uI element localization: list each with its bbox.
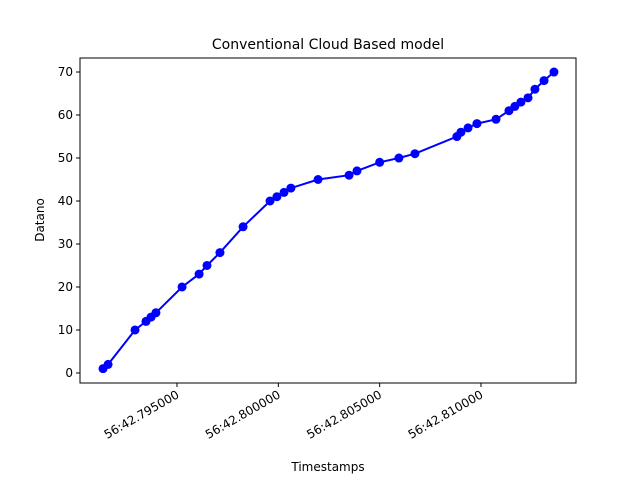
marker — [344, 170, 354, 180]
y-tick-label: 40 — [58, 194, 73, 208]
marker — [375, 157, 385, 167]
marker — [352, 166, 362, 176]
marker — [523, 93, 533, 103]
marker — [394, 153, 404, 163]
marker — [265, 196, 275, 206]
x-axis-label: Timestamps — [290, 460, 364, 474]
y-tick-label: 60 — [58, 108, 73, 122]
marker — [530, 84, 540, 94]
marker — [456, 127, 466, 137]
marker — [491, 114, 501, 124]
marker — [279, 187, 289, 197]
marker — [215, 248, 225, 258]
y-axis-label: Datano — [33, 198, 47, 242]
marker — [177, 282, 187, 292]
marker — [151, 308, 161, 318]
y-tick-label: 70 — [58, 65, 73, 79]
y-tick-label: 30 — [58, 237, 73, 251]
y-tick-label: 0 — [65, 366, 73, 380]
marker — [516, 97, 526, 107]
marker — [549, 67, 559, 77]
marker — [202, 260, 212, 270]
marker — [194, 269, 204, 279]
marker — [472, 119, 482, 129]
marker — [286, 183, 296, 193]
chart-title: Conventional Cloud Based model — [212, 37, 444, 53]
marker — [238, 222, 248, 232]
marker — [410, 149, 420, 159]
marker — [539, 76, 549, 86]
marker — [103, 359, 113, 369]
y-tick-label: 20 — [58, 280, 73, 294]
marker — [130, 325, 140, 335]
marker — [313, 175, 323, 185]
marker — [463, 123, 473, 133]
y-tick-label: 50 — [58, 151, 73, 165]
plot-frame — [79, 57, 577, 384]
marker — [272, 192, 282, 202]
y-tick-label: 10 — [58, 323, 73, 337]
